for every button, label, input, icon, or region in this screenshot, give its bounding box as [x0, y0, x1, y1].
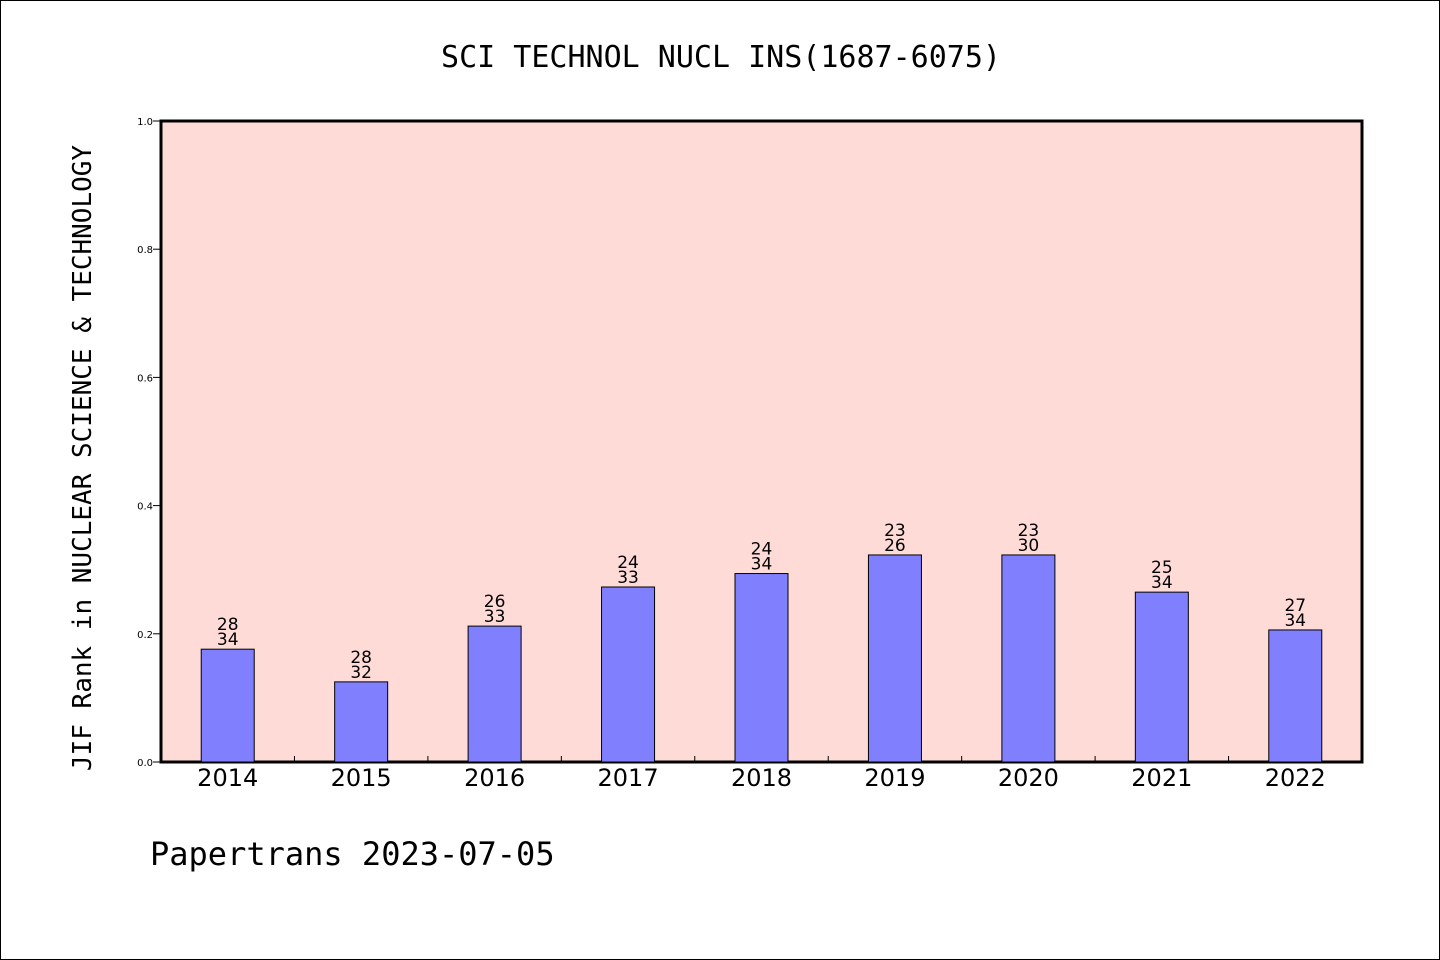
x-tick-label: 2016 — [464, 764, 525, 792]
bar-label-total: 26 — [884, 536, 906, 556]
y-tick-label: 0.8 — [137, 245, 153, 256]
bar-label-rank: 28 — [217, 615, 239, 635]
x-tick-label: 2022 — [1265, 764, 1326, 792]
bar-2014 — [200, 648, 255, 763]
bar-2021 — [1134, 591, 1189, 763]
bar-label-total: 32 — [350, 663, 372, 683]
x-tick-label: 2018 — [731, 764, 792, 792]
bar-2018 — [734, 573, 789, 763]
chart-title: SCI TECHNOL NUCL INS(1687-6075) — [441, 40, 1001, 75]
bar-label-rank: 23 — [1018, 521, 1040, 541]
bar-label-rank: 24 — [617, 553, 639, 573]
bar-label-rank: 27 — [1284, 596, 1306, 616]
x-tick-label: 2020 — [998, 764, 1059, 792]
bar-2016 — [467, 625, 522, 763]
bar-label-total: 33 — [617, 568, 639, 588]
y-tick-label: 0.2 — [137, 630, 153, 641]
y-tick-label: 0.6 — [137, 373, 153, 384]
bar-2022 — [1268, 629, 1323, 763]
x-tick-label: 2017 — [598, 764, 659, 792]
bar-label-rank: 25 — [1151, 558, 1173, 578]
footer-credit: Papertrans 2023-07-05 — [150, 835, 555, 873]
bar-label-rank: 26 — [484, 592, 506, 612]
y-axis-label: JIF Rank in NUCLEAR SCIENCE & TECHNOLOGY — [68, 145, 98, 771]
bar-label-total: 34 — [751, 555, 773, 575]
x-tick-label: 2015 — [331, 764, 392, 792]
x-tick-label: 2021 — [1131, 764, 1192, 792]
bar-label-total: 30 — [1018, 536, 1040, 556]
x-tick-label: 2014 — [197, 764, 258, 792]
bar-label-total: 34 — [1284, 611, 1306, 631]
bar-2015 — [334, 681, 389, 763]
y-tick-label: 0.0 — [137, 758, 153, 769]
bar-label-total: 34 — [1151, 573, 1173, 593]
bar-label-total: 33 — [484, 607, 506, 627]
bar-label-total: 34 — [217, 630, 239, 650]
bar-label-rank: 28 — [350, 648, 372, 668]
bar-label-rank: 24 — [751, 540, 773, 560]
x-tick-label: 2019 — [864, 764, 925, 792]
y-tick-label: 1.0 — [137, 117, 153, 128]
bar-2017 — [601, 586, 656, 763]
y-tick-label: 0.4 — [137, 502, 153, 513]
bar-2019 — [867, 554, 922, 763]
bar-label-rank: 23 — [884, 521, 906, 541]
y-ticks: 0.0 0.2 0.4 0.6 0.8 1.0 — [137, 117, 161, 769]
bar-2020 — [1001, 554, 1056, 763]
x-ticks: 2014 2015 2016 2017 2018 2019 2020 2021 2022 — [197, 756, 1326, 792]
